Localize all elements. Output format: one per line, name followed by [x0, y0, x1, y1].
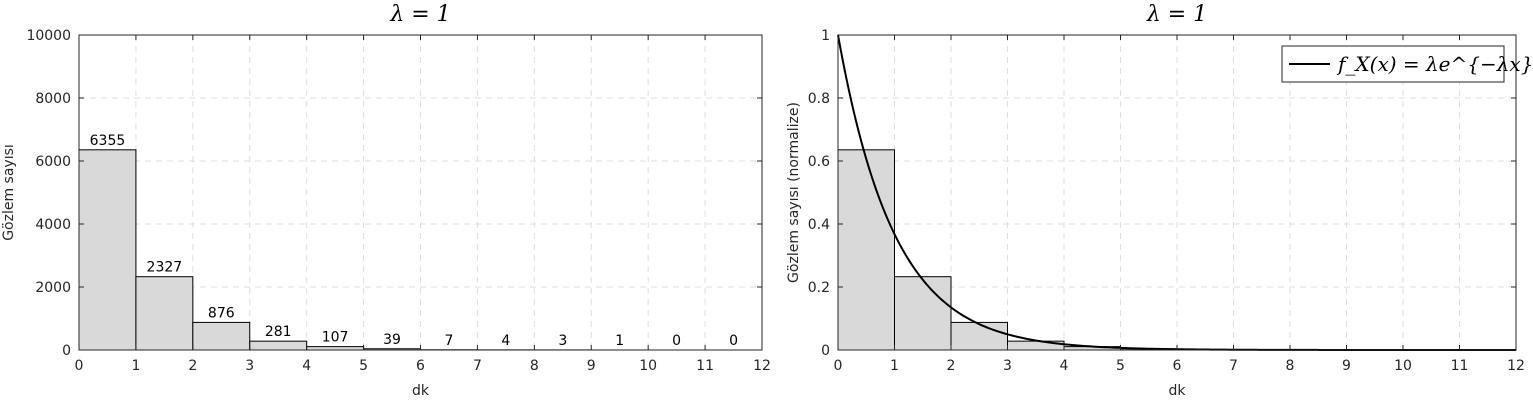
x-tick-label: 3 [245, 358, 254, 374]
bar-value-label: 281 [265, 324, 292, 340]
bar-value-label: 1 [615, 333, 624, 349]
histogram-bar [135, 276, 194, 351]
x-tick-label: 2 [947, 358, 956, 374]
x-tick-label: 0 [75, 358, 84, 374]
x-tick-label: 9 [587, 358, 596, 374]
y-axis-label: Gözlem sayısı [1, 144, 17, 241]
bar-value-label: 3 [558, 333, 567, 349]
y-tick-label: 6000 [35, 154, 71, 170]
x-tick-label: 0 [834, 358, 843, 374]
x-axis-label: dk [1169, 383, 1187, 399]
bar-value-label: 0 [729, 333, 738, 349]
y-tick-label: 1 [821, 28, 830, 44]
y-axis-label: Gözlem sayısı (normalize) [786, 102, 802, 283]
x-tick-label: 7 [1229, 358, 1238, 374]
bar-value-label: 2327 [147, 260, 183, 276]
x-tick-label: 10 [1394, 358, 1412, 374]
x-tick-label: 12 [753, 358, 771, 374]
y-tick-label: 0 [821, 343, 830, 359]
bar-value-label: 4 [501, 333, 510, 349]
x-tick-label: 3 [1003, 358, 1012, 374]
y-tick-label: 10000 [26, 28, 71, 44]
bar-value-label: 7 [444, 333, 453, 349]
x-tick-label: 6 [1173, 358, 1182, 374]
bar-value-label: 0 [672, 333, 681, 349]
x-tick-label: 4 [1060, 358, 1069, 374]
bar-value-label: 876 [208, 305, 235, 321]
histogram-bar [78, 149, 137, 351]
legend-entry-label: f_X(x) = λe^{−λx} [1336, 52, 1533, 76]
x-tick-label: 1 [131, 358, 140, 374]
chart-title: λ = 1 [389, 2, 450, 27]
bar-value-label: 107 [322, 330, 349, 346]
x-tick-label: 11 [1451, 358, 1469, 374]
y-tick-label: 0.4 [808, 217, 830, 233]
x-tick-label: 5 [1116, 358, 1125, 374]
bar-value-label: 39 [383, 332, 401, 348]
x-tick-label: 7 [473, 358, 482, 374]
bar-value-label: 6355 [90, 133, 126, 149]
x-tick-label: 9 [1342, 358, 1351, 374]
chart-title: λ = 1 [1146, 2, 1207, 27]
x-tick-label: 4 [302, 358, 311, 374]
x-tick-label: 11 [696, 358, 714, 374]
histogram-bar [192, 321, 251, 351]
histogram-bar [950, 321, 1008, 351]
x-tick-label: 10 [639, 358, 657, 374]
x-tick-label: 6 [416, 358, 425, 374]
y-tick-label: 2000 [35, 280, 71, 296]
y-tick-label: 0.2 [808, 280, 830, 296]
histogram-bar [249, 340, 308, 351]
y-tick-label: 0.8 [808, 91, 830, 107]
x-tick-label: 5 [359, 358, 368, 374]
x-tick-label: 1 [890, 358, 899, 374]
histogram-bar [837, 149, 895, 351]
histogram-bar [306, 346, 365, 351]
x-tick-label: 12 [1507, 358, 1525, 374]
x-tick-label: 8 [1286, 358, 1295, 374]
x-tick-label: 2 [188, 358, 197, 374]
y-tick-label: 0 [62, 343, 71, 359]
y-tick-label: 8000 [35, 91, 71, 107]
y-tick-label: 0.6 [808, 154, 830, 170]
y-tick-label: 4000 [35, 217, 71, 233]
histogram-bar [894, 276, 952, 351]
x-tick-label: 8 [530, 358, 539, 374]
x-axis-label: dk [412, 383, 430, 399]
